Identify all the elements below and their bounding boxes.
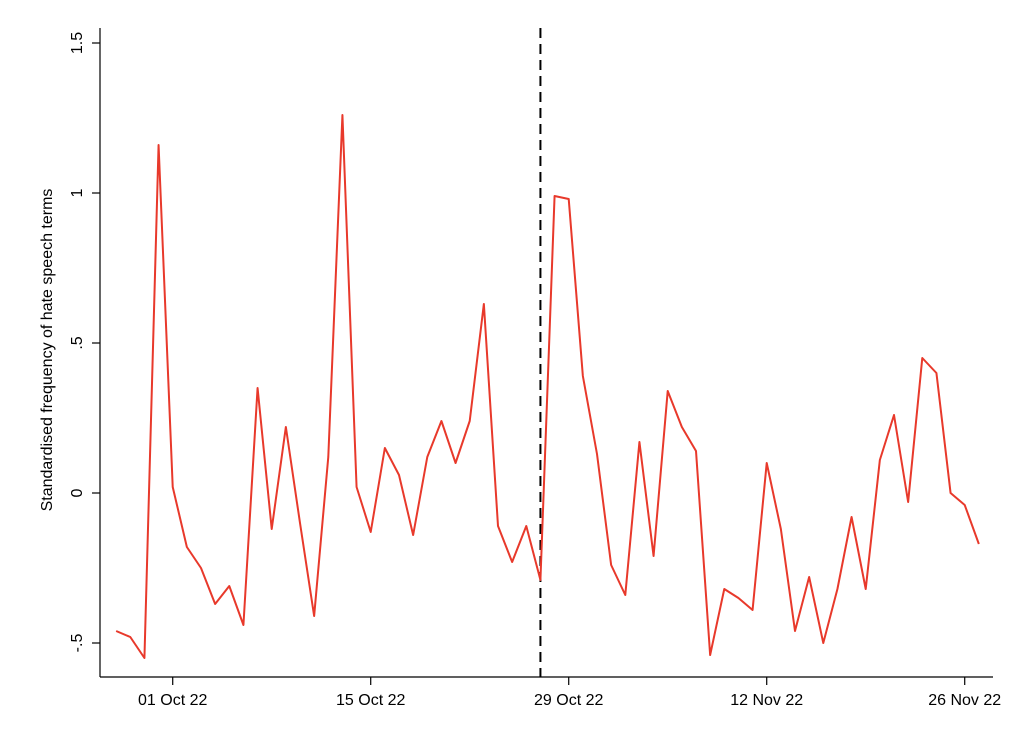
x-tick-label: 29 Oct 22 bbox=[534, 692, 603, 709]
y-axis-label: Standardised frequency of hate speech te… bbox=[39, 189, 56, 512]
x-tick-label: 26 Nov 22 bbox=[928, 692, 1001, 709]
x-tick-label: 01 Oct 22 bbox=[138, 692, 207, 709]
x-tick-label: 12 Nov 22 bbox=[730, 692, 803, 709]
y-tick-label: 0 bbox=[69, 488, 86, 497]
y-tick-label: .5 bbox=[69, 336, 86, 349]
data-line bbox=[115, 114, 980, 659]
x-tick-label: 15 Oct 22 bbox=[336, 692, 405, 709]
y-tick-label: 1 bbox=[69, 188, 86, 197]
y-tick-label: 1.5 bbox=[69, 32, 86, 54]
y-tick-label: -.5 bbox=[69, 634, 86, 653]
